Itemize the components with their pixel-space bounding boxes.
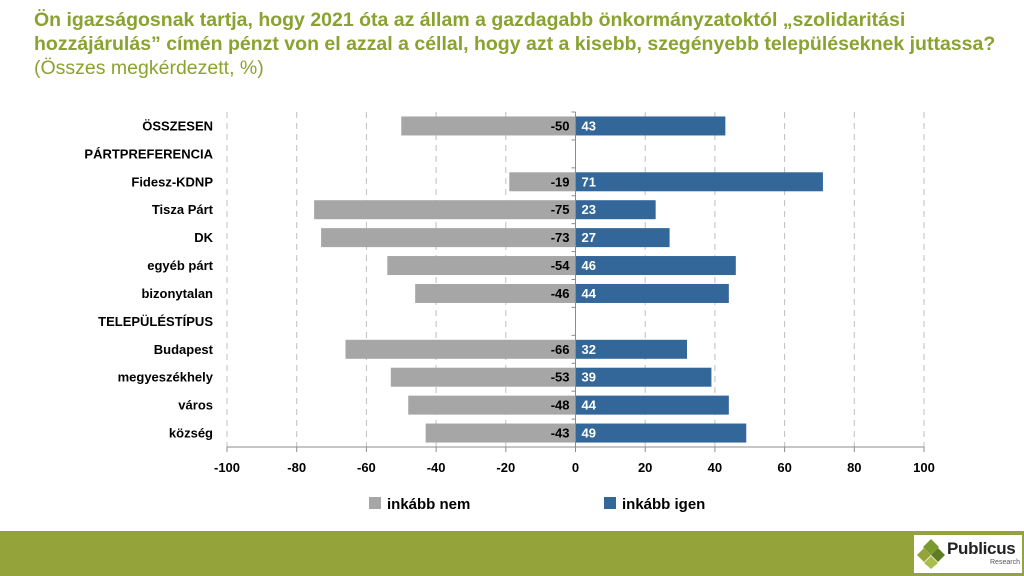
category-label: város [178, 398, 213, 413]
category-label: község [169, 426, 213, 441]
bar-inkabb-nem [425, 423, 576, 443]
x-tick-label: 20 [638, 460, 652, 475]
bar-inkabb-nem [408, 395, 576, 415]
value-label-nem: -53 [551, 370, 570, 385]
value-label-nem: -19 [551, 174, 570, 189]
legend-inkabb-igen-swatch [604, 497, 616, 509]
category-label: TELEPÜLÉSTÍPUS [98, 314, 213, 329]
category-label: Budapest [154, 342, 214, 357]
category-label: egyéb párt [147, 258, 213, 273]
x-tick-label: -20 [496, 460, 515, 475]
x-tick-label: 80 [847, 460, 861, 475]
bar-inkabb-igen [575, 283, 729, 303]
bar-inkabb-igen [575, 423, 747, 443]
bar-inkabb-nem [390, 367, 576, 387]
value-label-igen: 32 [582, 342, 596, 357]
footer-band [0, 531, 1024, 576]
bar-inkabb-igen [575, 367, 712, 387]
category-label: DK [194, 230, 213, 245]
title-note: (Összes megkérdezett, %) [34, 57, 264, 79]
value-label-nem: -54 [551, 258, 571, 273]
x-tick-label: 0 [572, 460, 579, 475]
value-label-igen: 27 [582, 230, 596, 245]
value-label-igen: 49 [582, 426, 596, 441]
value-label-igen: 44 [582, 286, 597, 301]
bar-inkabb-nem [314, 200, 576, 220]
bar-inkabb-nem [415, 283, 576, 303]
legend-inkabb-nem-label: inkább nem [387, 496, 470, 513]
publicus-logo: Publicus Research [914, 535, 1022, 573]
bar-inkabb-nem [345, 339, 576, 359]
value-label-igen: 44 [582, 398, 597, 413]
chart: ÖSSZESEN -50 43 PÁRTPREFERENCIA Fidesz-KDNP -… [84, 111, 935, 513]
x-tick-label: 100 [913, 460, 935, 475]
value-label-igen: 71 [582, 174, 596, 189]
category-label: Tisza Párt [152, 202, 214, 217]
x-tick-label: -100 [214, 460, 240, 475]
legend-inkabb-nem-swatch [369, 497, 381, 509]
category-label: Fidesz-KDNP [131, 174, 213, 189]
value-label-nem: -46 [551, 286, 570, 301]
bar-inkabb-igen [575, 256, 736, 276]
logo-name: Publicus [947, 539, 1016, 558]
x-tick-label: 60 [777, 460, 791, 475]
value-label-igen: 43 [582, 118, 596, 133]
value-label-nem: -75 [551, 202, 570, 217]
bar-inkabb-nem [401, 116, 576, 136]
category-label: bizonytalan [141, 286, 213, 301]
bar-inkabb-igen [575, 339, 688, 359]
bar-inkabb-igen [575, 116, 726, 136]
bar-inkabb-igen [575, 200, 656, 220]
bar-inkabb-nem [321, 228, 576, 248]
value-label-igen: 46 [582, 258, 596, 273]
title-question: Ön igazságosnak tartja, hogy 2021 óta az… [34, 9, 996, 55]
value-label-nem: -73 [551, 230, 570, 245]
category-label: ÖSSZESEN [142, 118, 213, 133]
category-label: megyeszékhely [118, 370, 214, 385]
publicus-diamond-icon [917, 539, 945, 569]
x-tick-label: -60 [357, 460, 376, 475]
value-label-igen: 39 [582, 370, 596, 385]
bar-inkabb-igen [575, 395, 729, 415]
bar-inkabb-nem [387, 256, 576, 276]
bar-inkabb-igen [575, 228, 670, 248]
chart-title: Ön igazságosnak tartja, hogy 2021 óta az… [34, 8, 1004, 80]
x-tick-label: -80 [287, 460, 306, 475]
value-label-nem: -50 [551, 118, 570, 133]
x-tick-label: 40 [708, 460, 722, 475]
bar-inkabb-nem [509, 172, 576, 192]
x-tick-label: -40 [427, 460, 446, 475]
value-label-nem: -66 [551, 342, 570, 357]
category-label: PÁRTPREFERENCIA [84, 146, 213, 161]
logo-sub: Research [990, 559, 1020, 566]
value-label-nem: -43 [551, 426, 570, 441]
value-label-igen: 23 [582, 202, 596, 217]
value-label-nem: -48 [551, 398, 570, 413]
bar-inkabb-igen [575, 172, 823, 192]
legend-inkabb-igen-label: inkább igen [622, 496, 705, 513]
